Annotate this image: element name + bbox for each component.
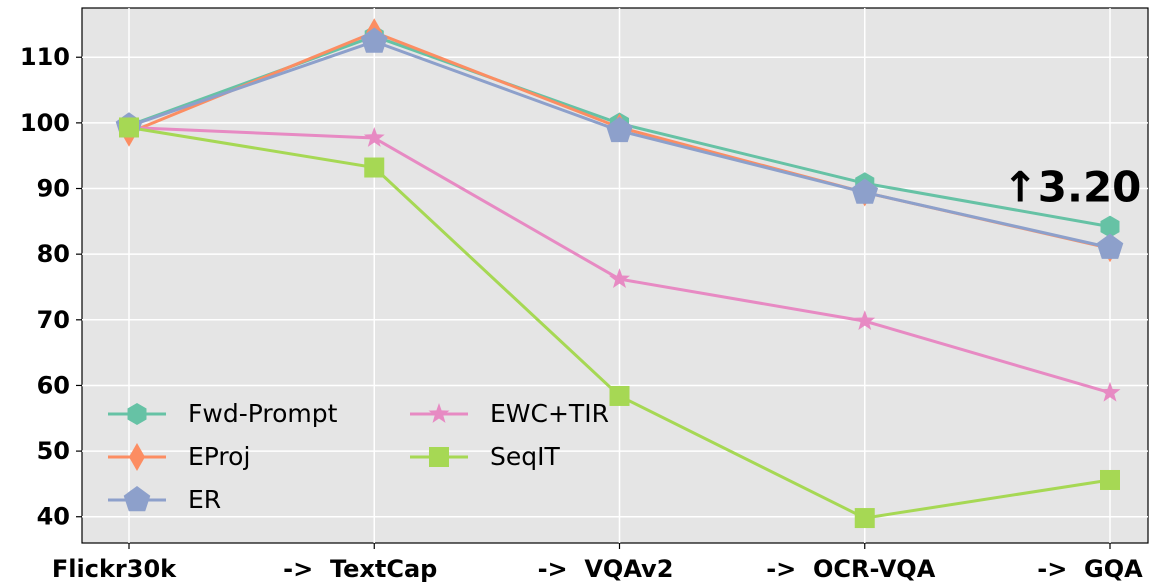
- point: [854, 310, 876, 330]
- point: [1100, 469, 1120, 490]
- legend-marker: [123, 486, 151, 512]
- legend: Fwd-Prompt EProj ER EWC+TIR SeqIT: [108, 399, 609, 514]
- point: [1100, 215, 1120, 238]
- point: [606, 116, 633, 143]
- x-tick-label: -> OCR-VQA: [766, 555, 935, 583]
- y-tick-label: 110: [20, 43, 70, 71]
- point: [609, 385, 630, 406]
- legend-label: ER: [188, 485, 221, 514]
- x-tick-label: -> GQA: [1037, 555, 1143, 583]
- y-tick-label: 50: [37, 437, 70, 465]
- point: [119, 117, 139, 138]
- y-tick-label: 80: [37, 240, 70, 268]
- x-tick-label: -> TextCap: [283, 555, 437, 583]
- point: [609, 268, 630, 288]
- grid: [82, 8, 1148, 543]
- legend-label: Fwd-Prompt: [188, 399, 338, 428]
- point: [851, 178, 879, 204]
- lines: [115, 18, 1124, 529]
- point: [363, 127, 385, 147]
- legend-marker: [428, 403, 450, 423]
- point: [364, 157, 385, 178]
- y-tick-label: 60: [37, 371, 70, 399]
- x-tick-label: Flickr30k: [52, 555, 177, 583]
- y-tick-label: 100: [20, 109, 70, 137]
- point: [1096, 233, 1124, 259]
- x-tick-label: -> VQAv2: [538, 555, 674, 583]
- annotation: ↑3.20: [1003, 163, 1142, 212]
- y-tick-label: 40: [37, 503, 70, 531]
- point: [360, 27, 388, 53]
- legend-marker: [127, 403, 147, 425]
- legend-label: EProj: [188, 442, 250, 471]
- y-tick-label: 90: [37, 175, 70, 203]
- point: [854, 508, 875, 529]
- y-tick-label: 70: [37, 306, 70, 334]
- legend-label: SeqIT: [490, 442, 560, 471]
- point: [1099, 381, 1121, 402]
- legend-marker: [429, 447, 449, 467]
- legend-marker: [129, 443, 145, 471]
- legend-label: EWC+TIR: [490, 399, 609, 428]
